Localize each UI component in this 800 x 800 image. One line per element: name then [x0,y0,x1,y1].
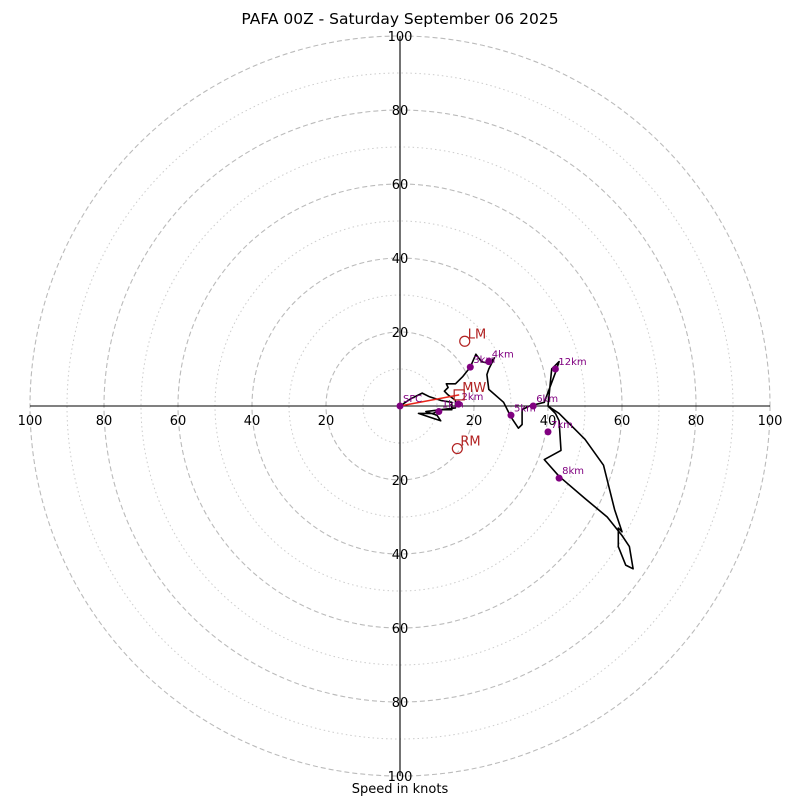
height-marker-label: 5km [514,403,536,414]
tick-label-bottom: 40 [392,548,409,563]
tick-label-right: 60 [614,414,631,429]
height-marker-label: 1km [442,400,464,411]
height-marker [485,358,493,366]
storm-motion-marker [453,389,465,401]
tick-label-top: 100 [388,30,413,45]
tick-label-right: 100 [758,414,783,429]
storm-motion-label: LM [468,327,486,342]
height-marker-label: 2km [461,392,483,403]
height-marker [396,402,404,410]
storm-motion-label: MW [462,381,486,396]
height-marker-label: 8km [562,466,584,477]
storm-motion-label: RM [460,435,480,450]
tick-label-right: 40 [540,414,557,429]
height-marker [454,400,462,408]
tick-label-left: 40 [244,414,261,429]
storm-motion-marker [459,335,471,347]
tick-label-top: 80 [392,104,409,119]
tick-label-left: 80 [96,414,113,429]
height-marker [544,428,552,436]
tick-label-left: 20 [318,414,335,429]
height-marker [507,411,515,419]
height-marker-label: 7km [551,420,573,431]
tick-label-top: 20 [392,326,409,341]
height-marker [555,474,563,482]
height-marker [551,365,559,373]
tick-label-right: 80 [688,414,705,429]
height-marker [435,408,443,416]
height-marker-label: 4km [492,350,514,361]
chart-title: PAFA 00Z - Saturday September 06 2025 [241,10,559,28]
height-marker-label: 12km [558,357,586,368]
height-marker-label: 6km [536,394,558,405]
tick-label-bottom: 100 [388,770,413,785]
axis-label-speed: Speed in knots [351,782,449,797]
tick-label-right: 20 [466,414,483,429]
shear-vector [399,394,460,407]
tick-label-bottom: 60 [392,622,409,637]
tick-label-bottom: 20 [392,474,409,489]
tick-label-top: 60 [392,178,409,193]
height-marker [529,402,537,410]
height-marker-label: SFC [403,394,422,405]
tick-label-top: 40 [392,252,409,267]
hodograph-trace [399,353,634,570]
height-marker-label: 3km [473,355,495,366]
tick-label-bottom: 80 [392,696,409,711]
tick-label-left: 60 [170,414,187,429]
height-marker [466,363,474,371]
tick-label-left: 100 [18,414,43,429]
storm-motion-marker [451,442,463,455]
